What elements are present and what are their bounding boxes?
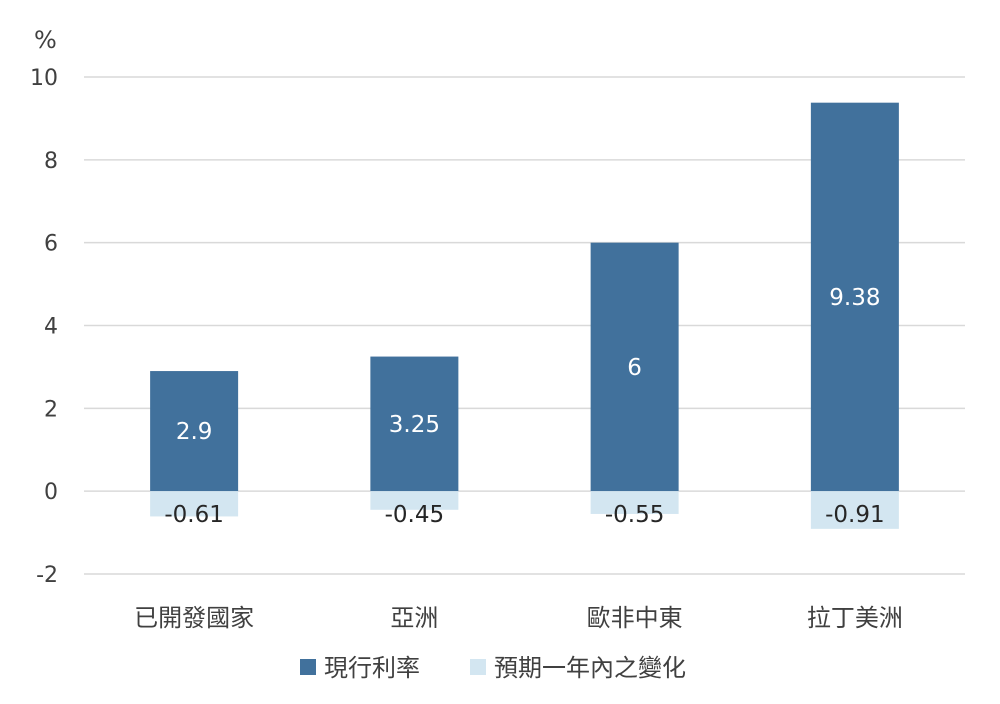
- data-label-expected-change: -0.55: [605, 502, 665, 528]
- bar-current-rate: [810, 102, 899, 492]
- y-tick-label: 10: [30, 66, 58, 91]
- x-axis-categories: 已開發國家 亞洲 歐非中東 拉丁美洲: [134, 604, 903, 632]
- data-label-expected-change: -0.91: [825, 502, 885, 528]
- bar-expected-change: [810, 491, 899, 529]
- bar-current-rate: [590, 242, 679, 492]
- legend-swatch: [470, 659, 486, 675]
- bar-expected-change: [150, 491, 239, 517]
- legend-swatch: [300, 659, 316, 675]
- x-category-label: 已開發國家: [134, 604, 254, 632]
- data-label-current-rate: 2.9: [176, 419, 213, 445]
- legend: 現行利率 預期一年內之變化: [300, 654, 686, 682]
- legend-label: 現行利率: [324, 654, 420, 682]
- data-label-current-rate: 9.38: [829, 285, 880, 311]
- data-label-current-rate: 3.25: [389, 412, 440, 438]
- y-tick-label: 8: [44, 149, 58, 174]
- bars: [150, 102, 899, 529]
- y-tick-label: -2: [36, 563, 58, 588]
- y-tick-label: 2: [44, 397, 58, 422]
- y-axis-ticks: -2 0 2 4 6 8 10: [30, 66, 58, 588]
- data-label-current-rate: 6: [627, 355, 642, 381]
- bar-current-rate: [150, 371, 239, 492]
- x-category-label: 歐非中東: [587, 604, 683, 632]
- bar-expected-change: [590, 491, 679, 514]
- x-category-label: 亞洲: [390, 604, 438, 632]
- data-label-expected-change: -0.61: [164, 502, 224, 528]
- y-axis-unit-label: %: [34, 26, 57, 54]
- y-tick-label: 4: [44, 315, 58, 340]
- bar-expected-change: [370, 491, 459, 510]
- y-tick-label: 0: [44, 480, 58, 505]
- x-category-label: 拉丁美洲: [807, 604, 903, 632]
- legend-label: 預期一年內之變化: [494, 654, 686, 682]
- y-tick-label: 6: [44, 232, 58, 257]
- data-labels: 2.9 -0.61 3.25 -0.45 6 -0.55 9.38 -0.91: [164, 285, 884, 528]
- data-label-expected-change: -0.45: [385, 502, 445, 528]
- bar-current-rate: [370, 356, 459, 492]
